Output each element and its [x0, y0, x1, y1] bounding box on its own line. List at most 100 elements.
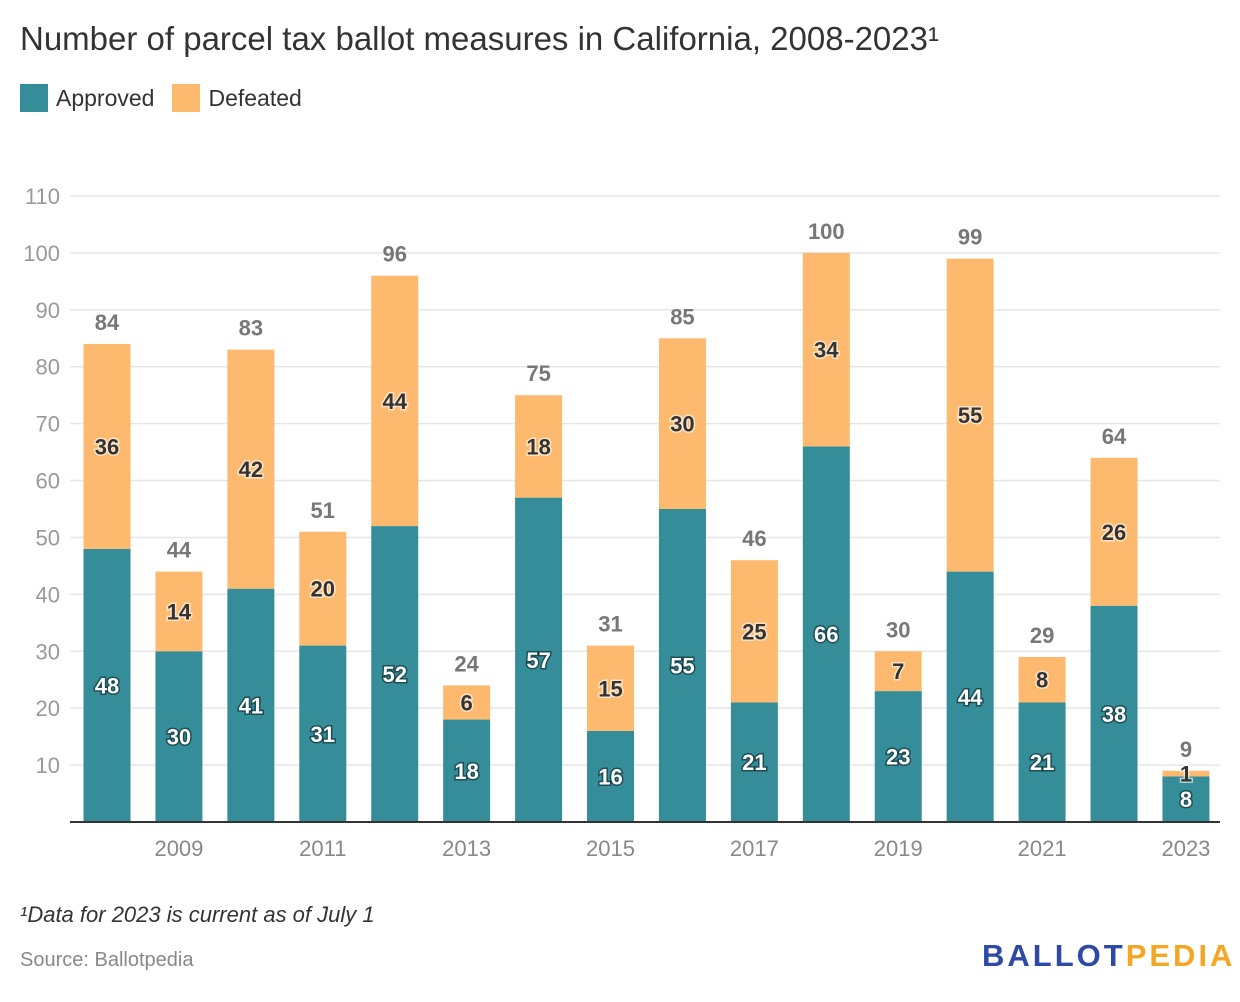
- bar-defeated: [1018, 656, 1066, 703]
- data-label-defeated: 15: [598, 676, 622, 701]
- bar-approved: [443, 719, 491, 822]
- data-label-defeated: 25: [742, 619, 766, 644]
- bar-approved: [83, 548, 131, 822]
- x-tick-label: 2013: [442, 836, 491, 861]
- y-tick-label: 70: [36, 412, 60, 437]
- data-label-approved: 57: [526, 648, 550, 673]
- x-tick-label: 2019: [874, 836, 923, 861]
- data-label-defeated: 14: [167, 599, 192, 624]
- legend-item-defeated: Defeated: [172, 84, 302, 112]
- chart-title: Number of parcel tax ballot measures in …: [20, 20, 939, 57]
- bar-defeated: [730, 560, 778, 703]
- x-tick-label: 2023: [1161, 836, 1210, 861]
- bar-approved: [802, 446, 850, 822]
- data-label-defeated: 6: [461, 690, 473, 715]
- data-label-defeated: 20: [311, 577, 335, 602]
- data-label-defeated: 18: [526, 434, 550, 459]
- data-label-defeated: 7: [892, 659, 904, 684]
- bar-defeated: [443, 685, 491, 720]
- y-tick-label: 30: [36, 639, 60, 664]
- x-tick-label: 2017: [730, 836, 779, 861]
- total-label: 31: [598, 612, 622, 637]
- bar-defeated: [227, 349, 275, 589]
- y-tick-label: 20: [36, 696, 60, 721]
- legend-label-approved: Approved: [56, 84, 155, 111]
- data-label-defeated: 44: [382, 389, 407, 414]
- y-tick-label: 40: [36, 582, 60, 607]
- bar-defeated: [371, 275, 419, 527]
- y-tick-label: 110: [25, 184, 60, 209]
- data-label-defeated: 34: [814, 338, 839, 363]
- data-label-defeated: 42: [239, 457, 263, 482]
- data-label-defeated: 1: [1180, 762, 1192, 787]
- total-label: 96: [382, 242, 406, 267]
- x-tick-label: 2015: [586, 836, 635, 861]
- bar-defeated: [83, 343, 131, 549]
- total-label: 83: [239, 316, 263, 341]
- legend-swatch-defeated: [172, 84, 201, 112]
- data-label-approved: 52: [382, 662, 406, 687]
- data-label-approved: 38: [1102, 702, 1126, 727]
- x-tick-label: 2011: [299, 836, 346, 861]
- bar-approved: [1090, 605, 1138, 822]
- y-tick-label: 80: [36, 355, 60, 380]
- data-label-defeated: 36: [95, 434, 119, 459]
- x-tick-label: 2021: [1018, 836, 1067, 861]
- x-tick-label: 2009: [154, 836, 203, 861]
- bar-defeated: [802, 252, 850, 447]
- data-label-approved: 44: [958, 685, 983, 710]
- total-label: 64: [1102, 424, 1127, 449]
- total-label: 99: [958, 225, 982, 250]
- bar-defeated: [1090, 457, 1138, 606]
- bar-defeated: [658, 338, 706, 509]
- data-label-approved: 16: [598, 764, 622, 789]
- data-label-approved: 18: [454, 759, 478, 784]
- y-tick-label: 60: [36, 469, 60, 494]
- bar-defeated: [587, 645, 635, 731]
- data-label-defeated: 8: [1036, 668, 1048, 693]
- bar-defeated: [946, 258, 994, 572]
- bar-approved: [1162, 776, 1210, 822]
- source: Source: Ballotpedia: [20, 949, 194, 971]
- bar-chart: 10 20 30 40 50 60 70 80 90 100 110 48 36 84 30 14 44 2009…: [23, 184, 1220, 861]
- legend: Approved Defeated: [20, 84, 302, 112]
- data-label-defeated: 55: [958, 403, 982, 428]
- total-label: 51: [311, 498, 335, 523]
- data-label-approved: 8: [1180, 787, 1192, 812]
- data-label-approved: 66: [814, 622, 838, 647]
- data-label-approved: 41: [239, 693, 263, 718]
- bar-approved: [227, 588, 275, 822]
- data-label-approved: 31: [311, 722, 335, 747]
- total-label: 29: [1030, 623, 1054, 648]
- total-label: 24: [454, 651, 479, 676]
- data-label-defeated: 30: [670, 412, 694, 437]
- y-tick-label: 10: [36, 753, 60, 778]
- bar-defeated: [874, 651, 922, 692]
- data-label-approved: 30: [167, 725, 191, 750]
- total-label: 75: [526, 361, 550, 386]
- y-tick-label: 90: [36, 298, 60, 323]
- total-label: 46: [742, 526, 766, 551]
- bar-defeated: [155, 571, 203, 652]
- data-label-approved: 55: [670, 654, 694, 679]
- ballotpedia-logo: BALLOTPEDIA: [982, 938, 1236, 973]
- bar-approved: [371, 526, 419, 822]
- data-label-approved: 48: [95, 673, 119, 698]
- bar-defeated: [1162, 770, 1210, 777]
- bar-approved: [1018, 702, 1066, 822]
- bar-approved: [946, 571, 994, 822]
- y-tick-label: 100: [23, 241, 60, 266]
- y-tick-label: 50: [36, 525, 60, 550]
- total-label: 100: [808, 219, 845, 244]
- bar-approved: [874, 691, 922, 822]
- footnote: ¹Data for 2023 is current as of July 1: [20, 902, 375, 927]
- bar-approved: [515, 497, 563, 822]
- total-label: 84: [95, 310, 120, 335]
- bar-defeated: [515, 395, 563, 498]
- legend-item-approved: Approved: [20, 84, 154, 112]
- total-label: 30: [886, 617, 910, 642]
- bar-approved: [299, 645, 347, 822]
- data-label-approved: 23: [886, 745, 910, 770]
- bar-defeated: [299, 531, 347, 646]
- bar-approved: [155, 651, 203, 822]
